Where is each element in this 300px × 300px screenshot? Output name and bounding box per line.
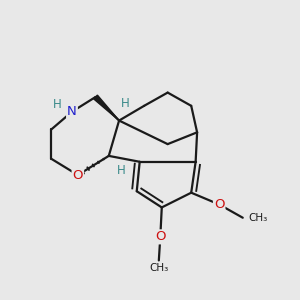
Text: CH₃: CH₃ (149, 263, 169, 273)
Text: N: N (67, 105, 77, 118)
Text: CH₃: CH₃ (249, 213, 268, 223)
Text: O: O (73, 169, 83, 182)
Text: O: O (214, 198, 224, 211)
Polygon shape (94, 95, 119, 121)
Text: H: H (53, 98, 62, 111)
Text: H: H (121, 97, 129, 110)
Text: H: H (117, 164, 125, 176)
Text: O: O (155, 230, 166, 243)
